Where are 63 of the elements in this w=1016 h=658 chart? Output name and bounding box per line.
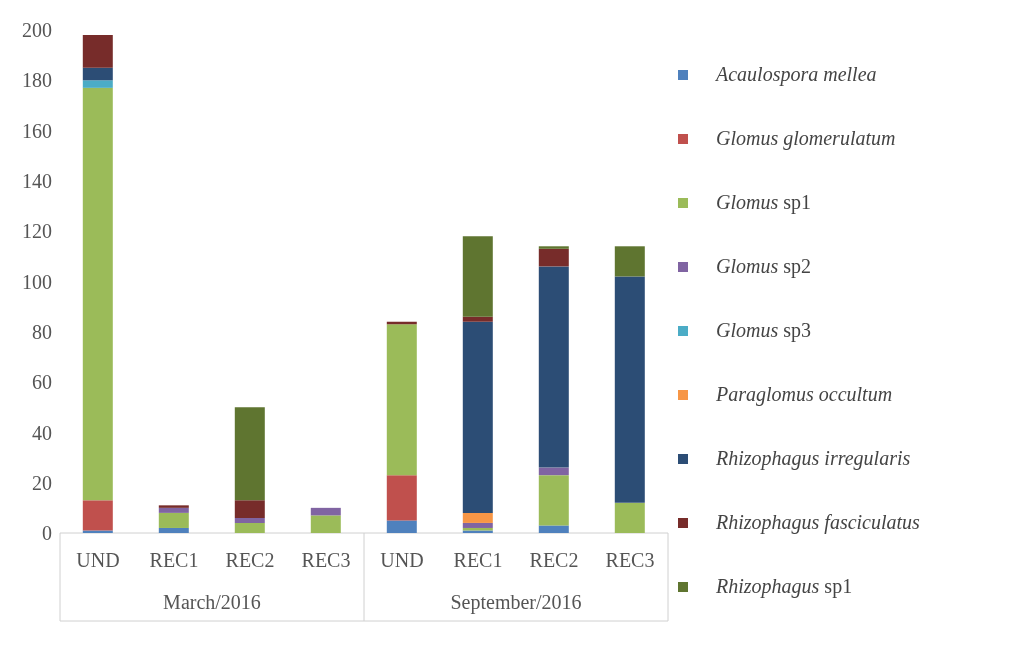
- y-tick-label: 40: [32, 421, 52, 444]
- bar: [538, 246, 569, 249]
- bar: [82, 80, 113, 88]
- bar: [462, 522, 493, 528]
- bar: [82, 35, 113, 68]
- x-tick-label: UND: [76, 549, 120, 572]
- bar: [158, 505, 189, 508]
- bar: [386, 520, 417, 533]
- legend-label: Rhizophagus sp1: [716, 575, 853, 597]
- y-tick-label: 160: [22, 119, 52, 142]
- legend-label: Glomus sp3: [716, 319, 812, 341]
- y-tick-label: 80: [32, 320, 52, 343]
- bar: [538, 248, 569, 267]
- x-tick-label: REC3: [301, 549, 351, 572]
- y-tick-label: 180: [22, 69, 52, 92]
- legend-label: Paraglomus occultum: [716, 383, 893, 405]
- bar: [234, 517, 265, 523]
- y-tick-label: 140: [22, 170, 52, 192]
- legend-label: Rhizophagus fasciculatus: [716, 511, 920, 533]
- bar: [462, 236, 493, 317]
- bar: [386, 324, 417, 476]
- bar: [234, 407, 265, 501]
- legend-label: Glomus sp2: [716, 255, 812, 277]
- x-tick-label: UND: [380, 549, 424, 572]
- bar: [614, 502, 645, 533]
- bar: [462, 512, 493, 523]
- x-tick-label: REC1: [149, 549, 199, 572]
- y-tick-label: 100: [22, 270, 52, 293]
- bar: [158, 512, 189, 528]
- bar: [158, 507, 189, 513]
- bar: [462, 321, 493, 513]
- text: September/2016: [450, 591, 582, 614]
- bar: [82, 87, 113, 501]
- x-tick-label: REC2: [225, 549, 275, 572]
- bar: [234, 500, 265, 518]
- y-tick-label: 0: [42, 522, 52, 545]
- legend-label: Acaulospora mellea: [716, 63, 877, 85]
- bar: [538, 467, 569, 476]
- bar: [82, 500, 113, 531]
- y-tick-label: 60: [32, 371, 52, 394]
- bar: [310, 507, 341, 516]
- bar: [614, 246, 645, 277]
- bar: [82, 530, 113, 533]
- bar: [82, 67, 113, 81]
- bar: [462, 316, 493, 322]
- bar: [310, 515, 341, 533]
- bar: [538, 525, 569, 533]
- bar: [614, 276, 645, 503]
- y-tick-label: 120: [22, 220, 52, 243]
- bar: [234, 522, 265, 533]
- bar: [386, 475, 417, 521]
- text: March/2016: [163, 591, 261, 613]
- x-tick-label: REC2: [529, 549, 579, 572]
- bar: [538, 475, 569, 526]
- bar: [158, 527, 189, 533]
- legend-label: Glomus sp1: [716, 191, 812, 213]
- x-tick-label: REC1: [453, 549, 503, 572]
- bar: [538, 266, 569, 468]
- legend-label: Rhizophagus irregularis: [716, 447, 911, 469]
- x-tick-label: REC3: [605, 549, 655, 572]
- y-tick-label: 200: [22, 19, 52, 42]
- legend-label: Glomus glomerulatum: [716, 127, 896, 149]
- y-tick-label: 20: [32, 471, 52, 494]
